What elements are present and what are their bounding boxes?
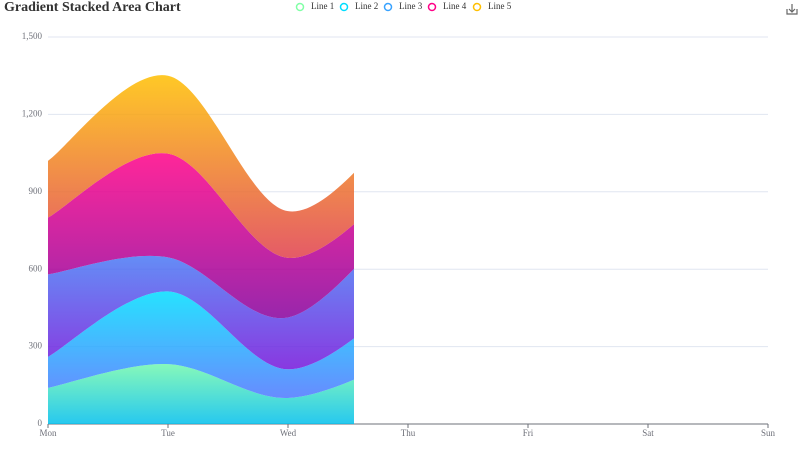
- y-tick-label: 1,500: [22, 31, 43, 41]
- area: [48, 75, 354, 258]
- legend-marker: [295, 2, 305, 12]
- area: [48, 255, 354, 370]
- area: [48, 291, 354, 398]
- chart-title: Gradient Stacked Area Chart: [4, 0, 181, 15]
- legend-marker: [427, 2, 437, 12]
- y-tick-label: 600: [29, 263, 43, 273]
- download-icon[interactable]: [786, 4, 798, 15]
- legend-label: Line 5: [488, 1, 512, 11]
- x-tick-label: Fri: [523, 428, 534, 438]
- x-tick-label: Mon: [39, 428, 57, 438]
- y-tick-label: 1,200: [22, 108, 43, 118]
- x-tick-label: Tue: [161, 428, 175, 438]
- legend-marker: [339, 2, 349, 12]
- legend-label: Line 3: [399, 1, 423, 11]
- y-tick-label: 900: [29, 186, 43, 196]
- legend-label: Line 4: [443, 1, 467, 11]
- plot: [48, 75, 354, 424]
- y-tick-label: 300: [29, 341, 43, 351]
- legend-marker: [472, 2, 482, 12]
- legend-marker: [383, 2, 393, 12]
- legend-label: Line 2: [355, 1, 378, 11]
- legend-label: Line 1: [311, 1, 334, 11]
- area: [48, 364, 354, 424]
- x-tick-label: Sun: [761, 428, 776, 438]
- x-tick-label: Wed: [280, 428, 297, 438]
- x-tick-label: Thu: [401, 428, 416, 438]
- x-tick-label: Sat: [642, 428, 654, 438]
- y-tick-label: 0: [38, 418, 43, 428]
- area: [48, 153, 354, 319]
